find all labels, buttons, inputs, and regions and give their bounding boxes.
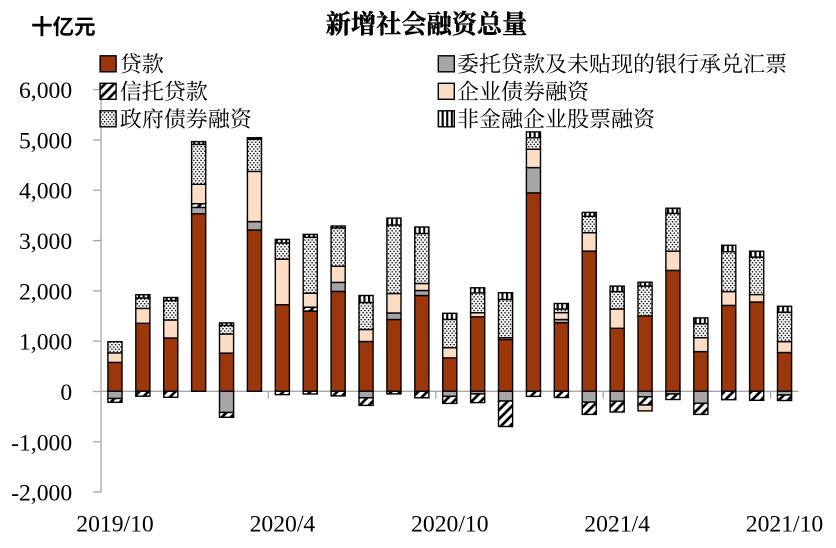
svg-text:1,000: 1,000 xyxy=(19,330,72,356)
svg-text:2,000: 2,000 xyxy=(19,279,72,305)
svg-text:2021/4: 2021/4 xyxy=(584,512,650,538)
svg-text:2019/10: 2019/10 xyxy=(76,512,154,538)
svg-text:2020/4: 2020/4 xyxy=(250,512,316,538)
svg-text:2021/10: 2021/10 xyxy=(746,512,824,538)
svg-text:6,000: 6,000 xyxy=(19,78,72,104)
svg-text:0: 0 xyxy=(60,380,72,406)
svg-text:2020/10: 2020/10 xyxy=(411,512,489,538)
svg-text:3,000: 3,000 xyxy=(19,229,72,255)
svg-text:-2,000: -2,000 xyxy=(11,481,72,507)
svg-text:4,000: 4,000 xyxy=(19,179,72,205)
svg-text:-1,000: -1,000 xyxy=(11,430,72,456)
svg-text:5,000: 5,000 xyxy=(19,128,72,154)
